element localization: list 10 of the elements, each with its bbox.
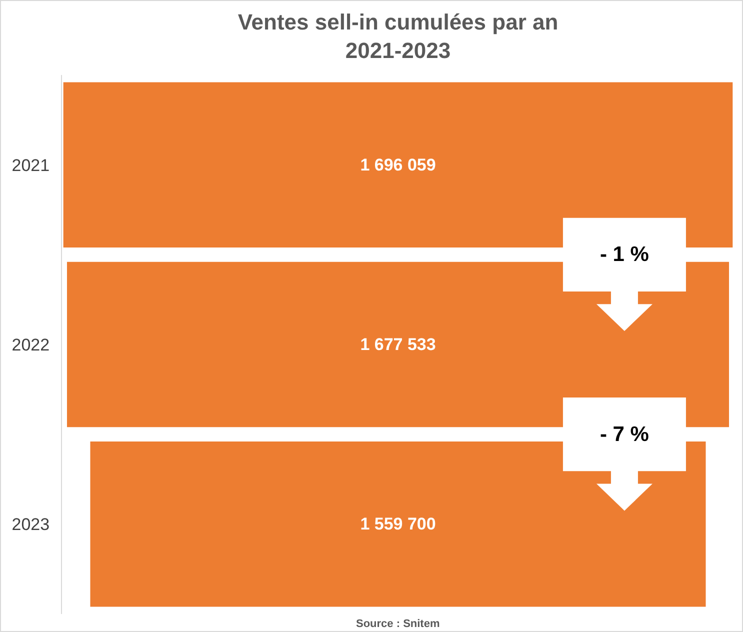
text: Ventes sell-in cumulées par an 2021-2023 [238, 9, 558, 63]
category-label: 2021 [12, 156, 50, 175]
data-label: 1 696 059 [360, 155, 436, 174]
data-label: 1 677 533 [360, 335, 436, 354]
source-note: Source : Snitem [356, 618, 440, 630]
data-label: 1 559 700 [360, 514, 436, 534]
category-label: 2023 [12, 515, 50, 534]
text: - 7 % [600, 422, 650, 446]
category-label: 2022 [12, 335, 50, 354]
text: - 1 % [600, 243, 650, 266]
